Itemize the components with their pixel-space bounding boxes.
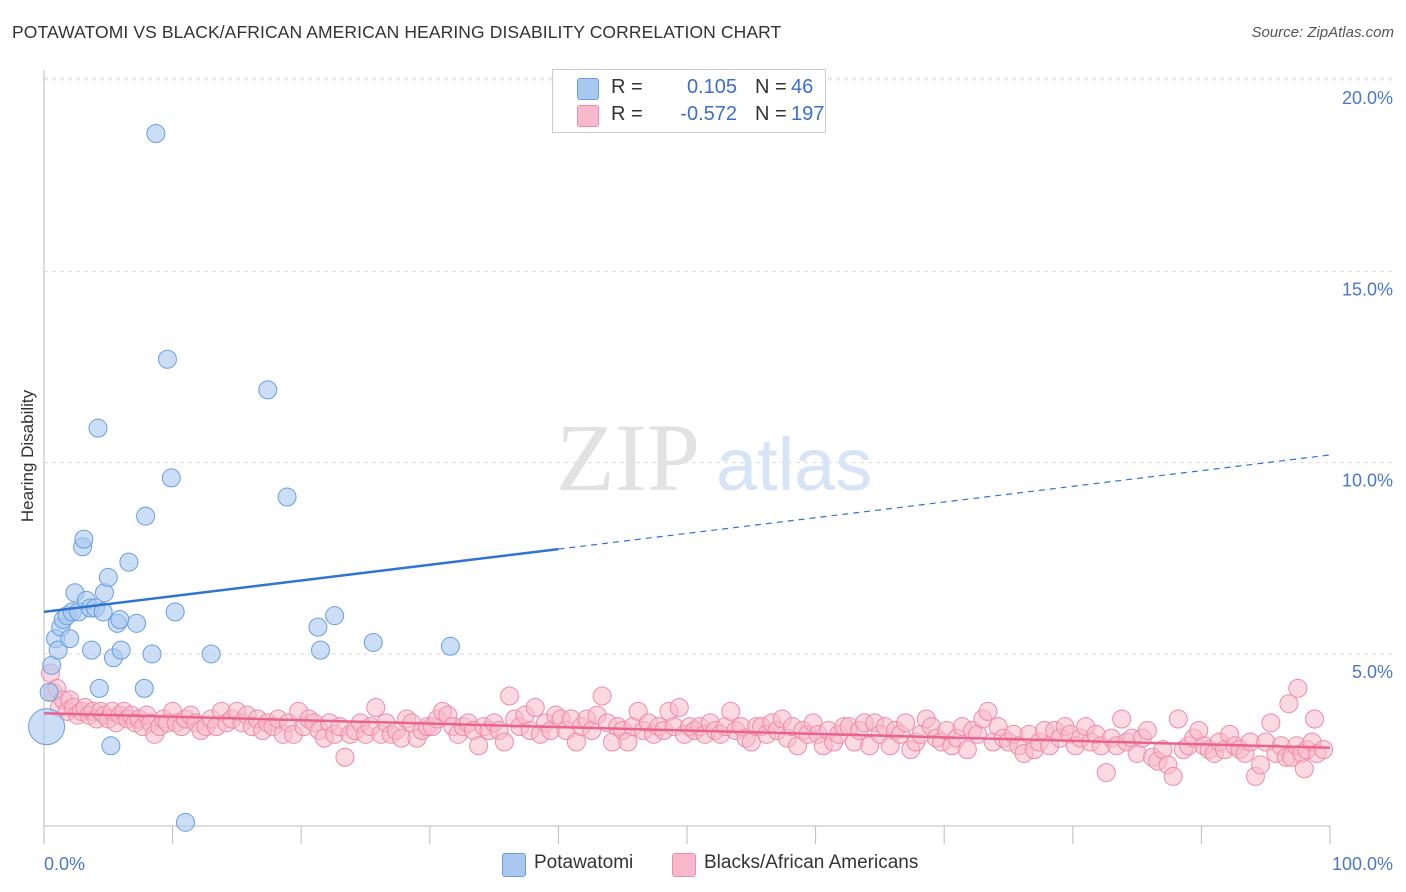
potawatomi-data-point [136,506,156,526]
potawatomi-swatch [502,853,526,877]
x-tick-label: 0.0% [44,854,85,874]
potawatomi-data-point [308,617,328,637]
potawatomi-trend-extension [558,454,1331,550]
black-data-point [525,698,545,718]
black-data-point [366,698,386,718]
potawatomi-points [28,123,460,832]
black-data-point [1137,720,1157,740]
potawatomi-data-point [146,123,166,143]
potawatomi-swatch [577,78,599,100]
black-swatch [672,853,696,877]
black-data-point [1251,755,1271,775]
r-value: 0.105 [686,76,737,98]
potawatomi-data-point [161,468,181,488]
r-value: -0.572 [680,103,737,125]
legend-label: Blacks/African Americans [704,852,919,873]
potawatomi-data-point [39,682,59,702]
r-label: R = [611,76,643,98]
potawatomi-data-point [363,632,383,652]
potawatomi-data-point [175,812,195,832]
black-data-point [957,740,977,760]
potawatomi-data-point [48,640,68,660]
black-data-point [669,698,689,718]
black-data-point [1163,766,1183,786]
potawatomi-data-point [134,678,154,698]
black-data-point [592,686,612,706]
black-data-point [721,701,741,721]
potawatomi-data-point [440,636,460,656]
potawatomi-data-point [98,567,118,587]
watermark-zip: ZIP [556,404,700,511]
n-value: 46 [791,76,814,98]
y-tick-label: 5.0% [1352,662,1393,682]
potawatomi-data-point [325,606,345,626]
potawatomi-data-point [258,380,278,400]
y-tick-label: 15.0% [1342,279,1393,299]
black-data-point [1279,694,1299,714]
potawatomi-data-point [310,640,330,660]
y-tick-label: 20.0% [1342,88,1393,108]
black-data-point [1112,709,1132,729]
y-axis-label: Hearing Disability [18,389,37,522]
y-tick-label: 10.0% [1342,471,1393,491]
potawatomi-data-point [101,736,121,756]
black-data-point [1096,763,1116,783]
black-data-point [494,732,514,752]
black-data-point [1168,709,1188,729]
r-label: R = [611,103,643,125]
potawatomi-data-point [142,644,162,664]
black-swatch [577,105,599,127]
chart-source: Source: ZipAtlas.com [1251,24,1394,41]
correlation-legend: R = 0.105 N = 46 R = -0.572 N = 197 [552,69,826,133]
tick-labels: 5.0% 10.0% 15.0% 20.0% 0.0% 100.0% [44,88,1393,874]
potawatomi-data-point [277,487,297,507]
black-data-point [500,686,520,706]
black-data-point [469,736,489,756]
potawatomi-data-point [111,640,131,660]
legend-label: Potawatomi [534,852,634,873]
potawatomi-data-point [127,613,147,633]
chart-title: POTAWATOMI VS BLACK/AFRICAN AMERICAN HEA… [12,22,782,42]
black-african-american-points [40,663,1334,786]
potawatomi-data-point [28,708,66,746]
potawatomi-data-point [82,640,102,660]
n-label: N = [755,103,787,125]
potawatomi-data-point [201,644,221,664]
black-data-point [978,701,998,721]
potawatomi-data-point [119,552,139,572]
gridlines [44,77,1392,655]
potawatomi-data-point [110,610,130,630]
potawatomi-data-point [60,629,80,649]
black-data-point [1314,740,1334,760]
potawatomi-data-point [74,529,94,549]
n-label: N = [755,76,787,98]
black-data-point [1294,759,1314,779]
n-value: 197 [791,103,825,125]
black-data-point [1305,709,1325,729]
potawatomi-data-point [89,678,109,698]
black-data-point [335,747,355,767]
potawatomi-data-point [157,349,177,369]
potawatomi-data-point [88,418,108,438]
potawatomi-data-point [165,602,185,622]
black-data-point [896,713,916,733]
black-trend-line [43,712,1331,749]
trend-lines [43,454,1331,749]
watermark-atlas: atlas [716,423,872,506]
x-tick-label: 100.0% [1332,854,1393,874]
potawatomi-data-point [93,602,113,622]
black-data-point [1288,678,1308,698]
black-data-point [1261,713,1281,733]
potawatomi-trend-line [43,547,559,614]
